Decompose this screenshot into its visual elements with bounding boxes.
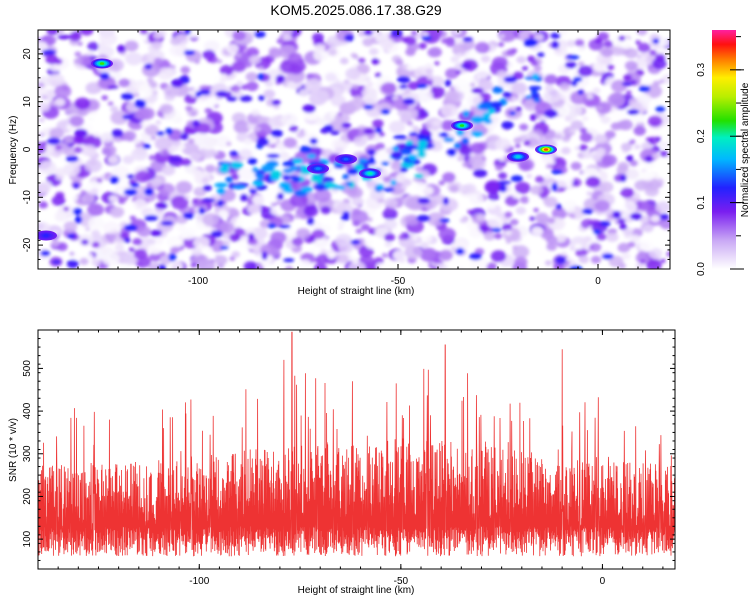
heatmap-peak-6 [99,62,105,65]
snr-x-tick-label: 0 [600,576,606,587]
snr-y-label: SNR (10 * v/v) [8,418,19,482]
heatmap-peak-4 [315,167,321,170]
heatmap-peak-5 [343,157,349,161]
heatmap-y-tick-label: 20 [22,48,33,60]
snr-y-tick-label: 100 [22,530,33,547]
snr-x-axis: -100 -50 0 [37,330,664,587]
snr-y-axis: 100 200 300 400 500 [22,338,675,561]
heatmap-y-label: Frequency (Hz) [8,116,19,185]
snr-series-line [38,331,675,557]
heatmap-field [38,30,670,269]
colorbar: 0.0 0.1 0.2 0.3 Normalized spectral amplitu… [696,30,750,276]
figure-title: KOM5.2025.086.17.38.G29 [270,2,441,18]
colorbar-tick-label: 0.3 [696,62,707,76]
colorbar-label: Normalized spectral amplitude [740,82,750,217]
heatmap-x-tick-label: -50 [391,276,406,287]
snr-panel: -100 -50 0 100 200 300 400 500 Height of strai… [8,329,676,596]
heatmap-peak-3 [367,172,373,175]
snr-y-tick-label: 500 [22,360,33,377]
heatmap-x-label: Height of straight line (km) [298,286,415,297]
heatmap-y-tick-label: 10 [22,96,33,108]
snr-x-tick-label: -50 [394,576,409,587]
heatmap-y-tick-label: -20 [22,237,33,252]
heatmap-y-tick-label: -10 [22,190,33,205]
colorbar-axis: 0.0 0.1 0.2 0.3 [696,36,744,276]
heatmap-x-tick-label: 0 [595,276,601,287]
colorbar-tick-label: 0.1 [696,195,707,209]
snr-x-tick-label: -100 [189,576,209,587]
heatmap-y-tick-label: 0 [22,146,33,152]
snr-y-tick-label: 200 [22,488,33,505]
snr-x-label: Height of straight line (km) [298,585,415,596]
heatmap-x-tick-label: -100 [188,276,208,287]
colorbar-gradient [712,30,736,269]
colorbar-tick-label: 0.2 [696,129,707,143]
heatmap-peak-7 [43,234,49,237]
snr-y-tick-label: 400 [22,402,33,419]
heatmap-x-axis: -100 -50 0 [37,30,659,287]
snr-y-tick-label: 300 [22,445,33,462]
heatmap-y-axis: -20 -10 0 10 20 [22,29,670,270]
heatmap-peak-1 [515,155,521,158]
colorbar-tick-label: 0.0 [696,262,707,276]
heatmap-peak-0 [543,148,549,151]
heatmap-peak-2 [459,124,465,127]
